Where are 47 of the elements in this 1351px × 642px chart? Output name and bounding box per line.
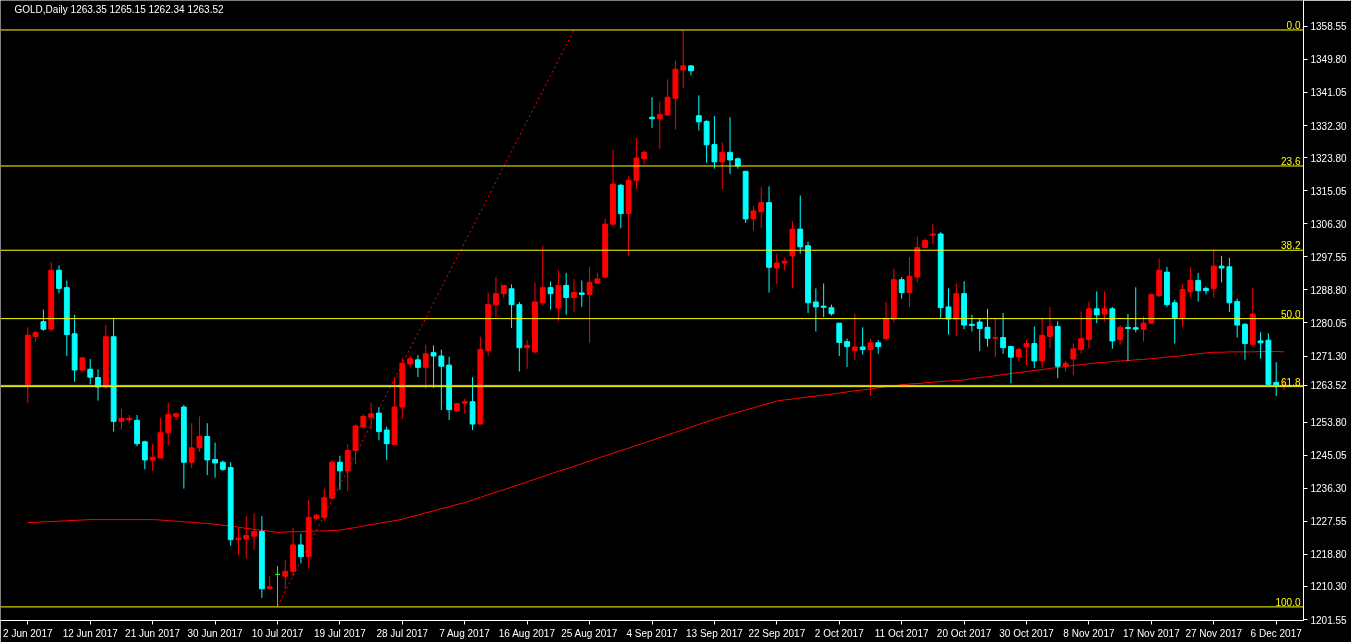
y-tick-label: 1263.52 xyxy=(1310,380,1348,392)
x-tick-label: 20 Oct 2017 xyxy=(936,627,992,639)
chart-title: GOLD,Daily 1263.35 1265.15 1262.34 1263.52 xyxy=(14,3,224,15)
x-tick-label: 6 Dec 2017 xyxy=(1250,627,1303,639)
annotation: 100.0 xyxy=(1275,596,1301,608)
x-tick-label: 11 Oct 2017 xyxy=(874,627,929,639)
y-tick-label: 1210.30 xyxy=(1310,581,1348,593)
x-tick-label: 16 Aug 2017 xyxy=(498,627,556,639)
x-tick-label: 21 Jun 2017 xyxy=(125,627,181,639)
annotation: 50.0 xyxy=(1281,308,1301,320)
y-tick-label: 1218.80 xyxy=(1310,549,1348,561)
annotation: 61.8 xyxy=(1281,376,1301,388)
y-tick-label: 1323.80 xyxy=(1310,152,1348,164)
x-tick-label: 13 Sep 2017 xyxy=(686,627,744,639)
y-tick-label: 1253.80 xyxy=(1310,417,1348,429)
y-tick-label: 1332.30 xyxy=(1310,120,1348,132)
y-tick-label: 1236.30 xyxy=(1310,483,1348,495)
x-tick-label: 4 Sep 2017 xyxy=(626,627,679,639)
x-tick-label: 27 Nov 2017 xyxy=(1185,627,1243,639)
x-tick-label: 22 Sep 2017 xyxy=(748,627,806,639)
y-tick-label: 1245.05 xyxy=(1310,450,1348,462)
x-tick-label: 19 Jul 2017 xyxy=(314,627,367,639)
x-tick-label: 30 Oct 2017 xyxy=(999,627,1055,639)
y-tick-label: 1201.55 xyxy=(1310,614,1348,626)
y-tick-label: 1341.05 xyxy=(1310,87,1348,99)
x-tick-label: 12 Jun 2017 xyxy=(62,627,119,639)
x-tick-label: 7 Aug 2017 xyxy=(439,627,491,639)
annotation: 0.0 xyxy=(1286,19,1301,31)
y-tick-label: 1271.30 xyxy=(1310,351,1348,363)
x-tick-label: 8 Nov 2017 xyxy=(1063,627,1115,639)
x-tick-label: 10 Jul 2017 xyxy=(251,627,304,639)
y-tick-label: 1227.55 xyxy=(1310,516,1348,528)
y-tick-label: 1349.80 xyxy=(1310,54,1348,66)
y-tick-label: 1358.55 xyxy=(1310,21,1348,33)
annotation: 23.6 xyxy=(1281,155,1301,167)
x-tick-label: 17 Nov 2017 xyxy=(1123,627,1181,639)
x-tick-label: 28 Jul 2017 xyxy=(376,627,429,639)
y-tick-label: 1297.55 xyxy=(1310,251,1348,263)
x-tick-label: 25 Aug 2017 xyxy=(561,627,618,639)
annotation: 38.2 xyxy=(1281,240,1301,252)
y-tick-label: 1315.05 xyxy=(1310,185,1348,197)
x-tick-label: 30 Jun 2017 xyxy=(187,627,244,639)
y-tick-label: 1288.80 xyxy=(1310,284,1348,296)
x-tick-label: 2 Oct 2017 xyxy=(814,627,865,639)
y-tick-label: 1280.05 xyxy=(1310,317,1348,329)
y-tick-label: 1306.30 xyxy=(1310,218,1348,230)
x-tick-label: 2 Jun 2017 xyxy=(3,627,53,639)
